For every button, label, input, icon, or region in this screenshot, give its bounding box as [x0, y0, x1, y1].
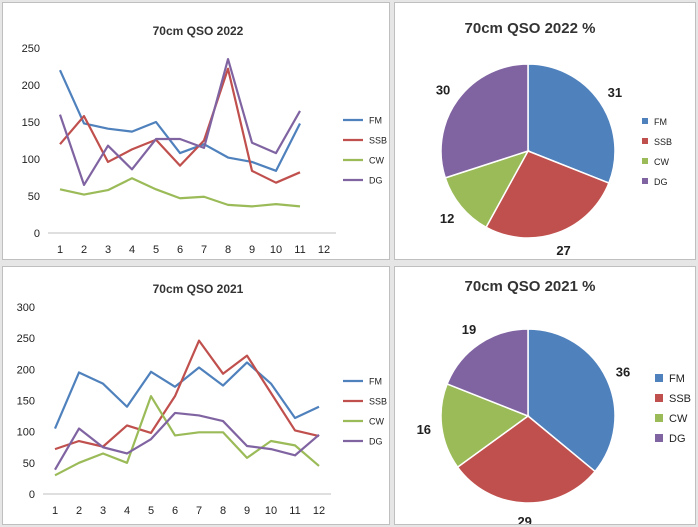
- y-tick-label: 150: [17, 396, 35, 408]
- chart-title: 70cm QSO 2021: [153, 282, 244, 296]
- pie-chart-2021-panel: 70cm QSO 2021 % 36 29 16 19 FM SSB CW DG: [394, 266, 696, 525]
- x-tick-label: 12: [318, 244, 330, 256]
- x-tick-label: 6: [172, 505, 178, 517]
- series-line-dg: [54, 411, 320, 471]
- pie-slice-dg: [446, 328, 529, 418]
- legend-label: CW: [654, 157, 669, 167]
- pie-data-label: 19: [462, 322, 476, 337]
- legend-label: FM: [669, 373, 685, 385]
- pie-slice-cw: [444, 149, 530, 229]
- x-tick-label: 7: [201, 244, 207, 256]
- legend-swatch: [642, 118, 648, 124]
- x-tick-label: 2: [81, 244, 87, 256]
- chart-title: 70cm QSO 2022: [153, 24, 244, 38]
- line-chart-2021-panel: 70cm QSO 2021 0 50 100 150 200 250 300 1 2 3 4 5 6 7 8…: [2, 266, 390, 525]
- y-tick-label: 250: [22, 43, 40, 55]
- x-tick-label: 8: [225, 244, 231, 256]
- series-line-ssb: [59, 67, 301, 184]
- legend-label: DG: [369, 176, 383, 186]
- x-tick-label: 11: [294, 244, 305, 256]
- pie-data-label: 31: [608, 85, 622, 100]
- legend-swatch: [655, 394, 663, 402]
- legend-label: SSB: [654, 137, 672, 147]
- legend-label: CW: [369, 417, 384, 427]
- x-tick-label: 3: [105, 244, 111, 256]
- legend-label: SSB: [669, 393, 691, 405]
- pie-slice-fm: [527, 328, 616, 473]
- legend-label: SSB: [369, 397, 387, 407]
- pie-slice-ssb: [456, 415, 597, 504]
- x-tick-label: 5: [148, 505, 154, 517]
- y-tick-label: 0: [34, 228, 40, 240]
- legend-label: CW: [369, 156, 384, 166]
- pie-data-label: 16: [417, 422, 431, 437]
- y-tick-label: 100: [22, 154, 40, 166]
- series-line-cw: [54, 395, 320, 477]
- legend-swatch: [655, 434, 663, 442]
- x-tick-label: 12: [313, 505, 325, 517]
- legend-label: FM: [654, 117, 667, 127]
- x-tick-label: 10: [270, 244, 282, 256]
- x-tick-label: 9: [244, 505, 250, 517]
- x-tick-label: 8: [220, 505, 226, 517]
- x-tick-label: 7: [196, 505, 202, 517]
- y-tick-label: 0: [29, 489, 35, 501]
- legend-swatch: [642, 138, 648, 144]
- pie-slice-cw: [440, 382, 530, 469]
- pie-slice-dg: [440, 63, 529, 179]
- y-tick-label: 200: [17, 364, 35, 376]
- series-line-ssb: [54, 339, 320, 451]
- pie-data-label: 30: [436, 82, 450, 97]
- y-tick-label: 200: [22, 80, 40, 92]
- x-tick-label: 11: [289, 505, 300, 517]
- legend-label: CW: [669, 413, 688, 425]
- legend-label: FM: [369, 377, 382, 387]
- legend-label: DG: [669, 433, 686, 445]
- x-tick-label: 5: [153, 244, 159, 256]
- legend-label: DG: [369, 437, 383, 447]
- x-tick-label: 10: [265, 505, 277, 517]
- legend-swatch: [642, 178, 648, 184]
- legend-label: FM: [369, 116, 382, 126]
- pie-chart-2022: 70cm QSO 2022 % 31 27 12 30 FM SSB CW DG: [436, 20, 672, 258]
- x-tick-label: 1: [57, 244, 63, 256]
- x-tick-label: 1: [52, 505, 58, 517]
- legend-label: DG: [654, 177, 668, 187]
- x-tick-label: 4: [124, 505, 130, 517]
- series-line-fm: [58, 69, 301, 172]
- series-line-dg: [58, 57, 301, 186]
- y-tick-label: 100: [17, 427, 35, 439]
- series-line-cw: [59, 177, 301, 208]
- line-chart-2022-panel: 70cm QSO 2022 0 50 100 150 200 250 1 2 3 4 5 6 7 8 9 10…: [2, 2, 390, 260]
- x-tick-label: 4: [129, 244, 135, 256]
- pie-data-label: 12: [440, 211, 454, 226]
- chart-title: 70cm QSO 2022 %: [465, 20, 596, 37]
- y-tick-label: 250: [17, 333, 35, 345]
- pie-data-label: 29: [517, 514, 531, 524]
- legend-swatch: [655, 374, 663, 382]
- pie-data-label: 36: [616, 364, 630, 379]
- pie-data-label: 27: [556, 243, 570, 258]
- legend-label: SSB: [369, 136, 387, 146]
- x-tick-label: 9: [249, 244, 255, 256]
- y-tick-label: 300: [17, 302, 35, 314]
- x-tick-label: 3: [100, 505, 106, 517]
- x-tick-label: 6: [177, 244, 183, 256]
- x-tick-label: 2: [76, 505, 82, 517]
- pie-chart-2022-panel: 70cm QSO 2022 % 31 27 12 30 FM SSB CW DG: [394, 2, 696, 260]
- y-tick-label: 150: [22, 117, 40, 129]
- pie-slice-fm: [527, 63, 616, 185]
- chart-title: 70cm QSO 2021 %: [465, 278, 596, 295]
- legend-swatch: [642, 158, 648, 164]
- y-tick-label: 50: [23, 458, 35, 470]
- y-tick-label: 50: [28, 191, 40, 203]
- legend-swatch: [655, 414, 663, 422]
- series-line-fm: [53, 361, 320, 429]
- pie-chart-2021: 70cm QSO 2021 % 36 29 16 19 FM SSB CW DG: [417, 278, 691, 524]
